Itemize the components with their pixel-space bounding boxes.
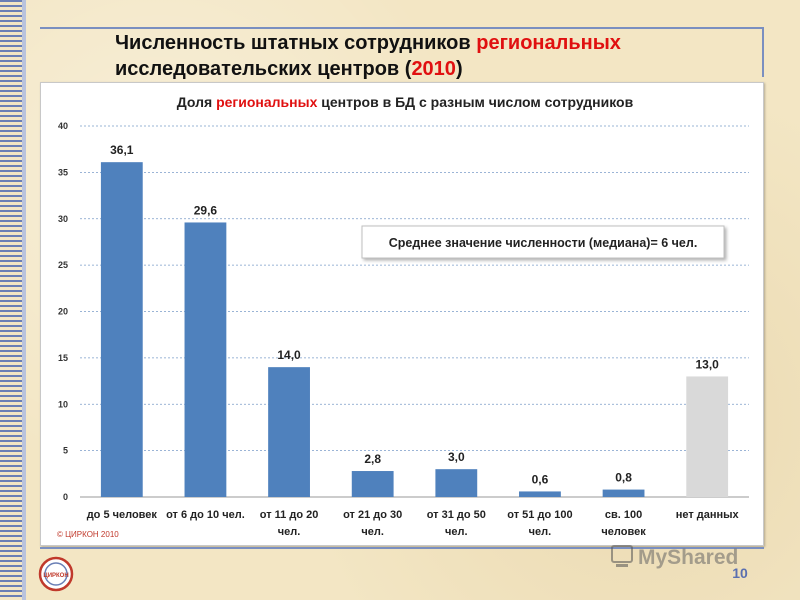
bar bbox=[602, 489, 645, 497]
svg-text:ЦИРКОН: ЦИРКОН bbox=[43, 573, 68, 579]
y-tick-label: 15 bbox=[58, 353, 68, 363]
category-label: от 51 до 100 bbox=[507, 509, 572, 521]
page-number: 10 bbox=[732, 565, 748, 581]
slide-title: Численность штатных сотрудников регионал… bbox=[115, 30, 755, 82]
data-label: 2,8 bbox=[364, 452, 381, 466]
right-rule bbox=[762, 27, 764, 77]
bar-chart: Доля региональных центров в БД с разным … bbox=[57, 94, 749, 539]
title-year: 2010 bbox=[411, 58, 456, 80]
chart-copyright: © ЦИРКОН 2010 bbox=[57, 530, 119, 539]
title-text: ) bbox=[455, 58, 463, 80]
y-tick-label: 30 bbox=[58, 214, 68, 224]
title-text: Численность штатных сотрудников bbox=[115, 32, 477, 54]
y-tick-label: 0 bbox=[63, 492, 68, 502]
category-label: чел. bbox=[445, 526, 468, 538]
data-label: 0,8 bbox=[615, 471, 632, 485]
data-label: 0,6 bbox=[532, 472, 549, 486]
data-label: 14,0 bbox=[277, 348, 301, 362]
bar bbox=[686, 376, 729, 497]
bar bbox=[519, 491, 561, 497]
data-label: 3,0 bbox=[448, 450, 465, 464]
category-label: от 6 до 10 чел. bbox=[166, 509, 245, 521]
left-decorative-stripe bbox=[0, 0, 22, 600]
bar bbox=[100, 162, 143, 498]
category-label: человек bbox=[601, 526, 646, 538]
y-tick-label: 40 bbox=[58, 121, 68, 131]
y-tick-label: 25 bbox=[58, 260, 68, 270]
category-label: чел. bbox=[361, 526, 384, 538]
bar bbox=[435, 469, 478, 497]
category-label: чел. bbox=[529, 526, 552, 538]
title-accent: региональных bbox=[476, 32, 621, 54]
y-tick-label: 5 bbox=[63, 446, 68, 456]
data-label: 36,1 bbox=[110, 143, 134, 157]
category-label: св. 100 bbox=[605, 509, 642, 521]
category-label: до 5 человек bbox=[87, 509, 158, 521]
grid-lines bbox=[80, 125, 749, 452]
data-label: 29,6 bbox=[194, 203, 218, 217]
data-labels: 36,1 29,6 14,0 2,8 3,0 0,6 0,8 13,0 bbox=[110, 143, 719, 486]
watermark-logo: MyShared bbox=[611, 545, 738, 569]
data-label: 13,0 bbox=[696, 357, 720, 371]
bars bbox=[100, 162, 729, 498]
y-tick-label: 20 bbox=[58, 307, 68, 317]
median-annotation: Среднее значение численности (медиана)= … bbox=[361, 225, 725, 259]
chart-panel: Доля региональных центров в БД с разным … bbox=[40, 82, 764, 546]
category-label: от 11 до 20 bbox=[260, 509, 319, 521]
title-text: исследовательских центров ( bbox=[115, 58, 412, 80]
category-label: чел. bbox=[278, 526, 301, 538]
bar bbox=[268, 367, 310, 497]
bar bbox=[184, 222, 227, 497]
x-axis-labels: до 5 человек от 6 до 10 чел. от 11 до 20 че… bbox=[87, 509, 740, 538]
bottom-rule bbox=[40, 547, 764, 549]
left-decorative-bar bbox=[22, 0, 26, 600]
y-tick-label: 10 bbox=[58, 399, 68, 409]
chart-title: Доля региональных центров в БД с разным … bbox=[177, 94, 634, 110]
category-label: от 21 до 30 bbox=[343, 509, 402, 521]
category-label: от 31 до 50 bbox=[427, 509, 486, 521]
category-label: нет данных bbox=[676, 509, 740, 521]
bar bbox=[351, 471, 394, 497]
top-rule bbox=[40, 27, 764, 29]
svg-text:MyShared: MyShared bbox=[638, 546, 738, 569]
median-annotation-text: Среднее значение численности (медиана)= … bbox=[389, 236, 698, 250]
tsirkon-logo: ЦИРКОН bbox=[38, 556, 74, 592]
y-tick-label: 35 bbox=[58, 167, 68, 177]
